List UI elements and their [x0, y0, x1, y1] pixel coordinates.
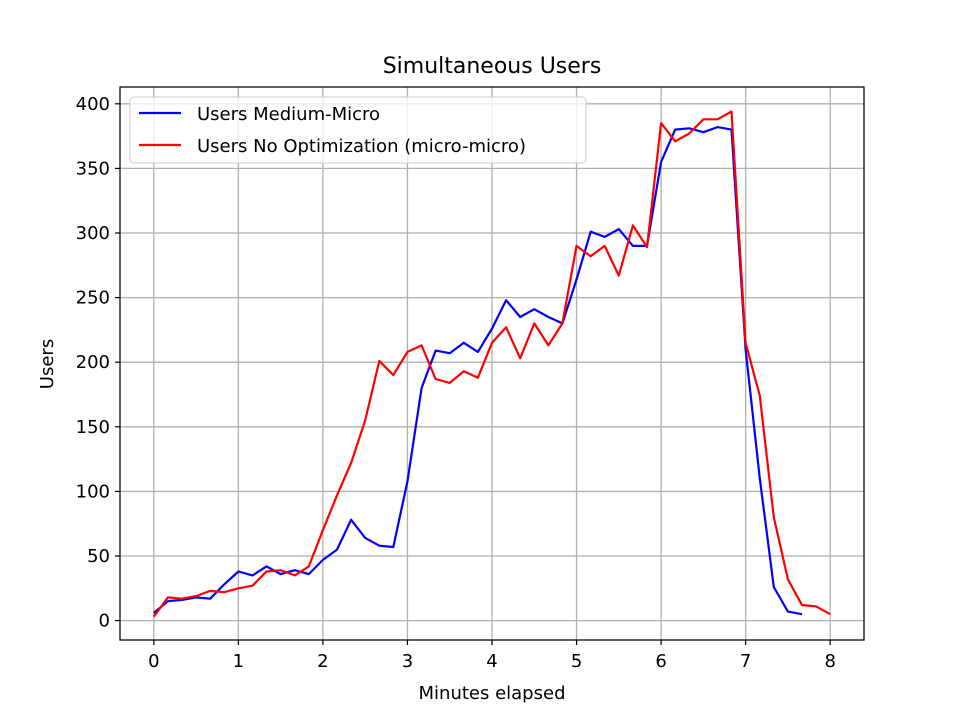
x-tick-label: 6	[655, 651, 666, 672]
x-axis-label: Minutes elapsed	[419, 683, 566, 704]
x-tick-label: 3	[402, 651, 413, 672]
legend: Users Medium-Micro Users No Optimization…	[129, 96, 587, 164]
legend-label-no-optimization: Users No Optimization (micro-micro)	[197, 136, 526, 157]
x-tick-label: 8	[824, 651, 835, 672]
grid	[120, 87, 864, 640]
legend-label-medium-micro: Users Medium-Micro	[197, 104, 380, 125]
y-tick-label: 300	[76, 223, 110, 244]
y-axis-label: Users	[37, 339, 58, 389]
x-tick-label: 5	[571, 651, 582, 672]
series-line-no-optimization	[152, 110, 831, 618]
y-tick-label: 50	[87, 546, 110, 567]
chart-title: Simultaneous Users	[383, 54, 602, 79]
axis-ticks: 0 1 2 3 4 5 6 7 8 0 50 100 150 200 250 300 350 400	[76, 94, 836, 672]
x-tick-label: 2	[317, 651, 328, 672]
y-tick-label: 350	[76, 158, 110, 179]
x-tick-label: 1	[233, 651, 244, 672]
y-tick-label: 250	[76, 288, 110, 309]
y-tick-label: 0	[99, 611, 110, 632]
legend-box	[129, 96, 587, 164]
x-tick-label: 4	[486, 651, 497, 672]
y-tick-label: 150	[76, 417, 110, 438]
x-tick-label: 0	[148, 651, 159, 672]
y-tick-label: 100	[76, 481, 110, 502]
x-tick-label: 7	[740, 651, 751, 672]
y-tick-label: 200	[76, 352, 110, 373]
series-lines	[152, 110, 831, 618]
y-tick-label: 400	[76, 94, 110, 115]
